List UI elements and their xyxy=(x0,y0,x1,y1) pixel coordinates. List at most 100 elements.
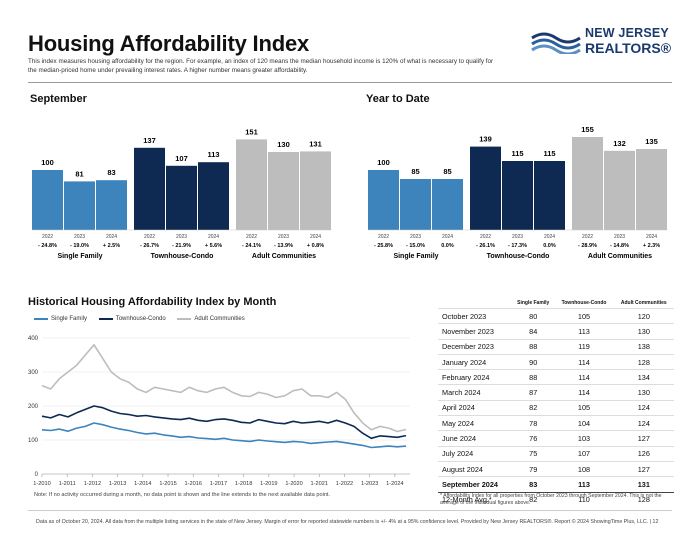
ytd-bar-2-2 xyxy=(636,149,667,230)
x-tick-label: 1-2020 xyxy=(285,481,302,487)
historical-chart-title: Historical Housing Affordability Index b… xyxy=(28,296,277,308)
col-header-ac: Adult Communities xyxy=(620,300,667,306)
ytd-year-label: 2023 xyxy=(410,234,421,240)
table-row: June 2024 76 103 127 xyxy=(438,430,674,447)
row-label: March 2024 xyxy=(438,384,512,401)
ytd-change-label: - 28.9% xyxy=(578,243,597,249)
ytd-year-label: 2022 xyxy=(480,234,491,240)
sep-year-label: 2022 xyxy=(144,234,155,240)
x-tick-label: 1-2014 xyxy=(134,481,151,487)
row-label: October 2023 xyxy=(438,307,512,324)
cell-value: 130 xyxy=(613,323,674,340)
row-label: July 2024 xyxy=(438,445,512,462)
y-tick-label: 200 xyxy=(28,404,39,410)
y-tick-label: 100 xyxy=(28,438,39,444)
cell-value: 127 xyxy=(613,430,674,447)
sep-year-label: 2022 xyxy=(246,234,257,240)
x-tick-label: 1-2018 xyxy=(235,481,252,487)
sep-change-label: + 0.8% xyxy=(307,243,324,249)
ytd-bar-label: 115 xyxy=(543,149,555,158)
ytd-change-label: 0.0% xyxy=(441,243,454,249)
cell-value: 104 xyxy=(554,415,614,431)
sep-group-label: Adult Communities xyxy=(252,253,316,260)
footer-text: Data as of October 20, 2024. All data fr… xyxy=(36,519,659,525)
sep-year-label: 2023 xyxy=(74,234,85,240)
sep-change-label: - 13.9% xyxy=(274,243,293,249)
row-label: May 2024 xyxy=(438,415,512,431)
ytd-change-label: + 2.3% xyxy=(643,243,660,249)
ytd-bar-0-2 xyxy=(432,179,463,230)
footer-divider xyxy=(28,510,672,511)
row-label: 12-Month Avg.* xyxy=(438,491,512,507)
ytd-year-label: 2022 xyxy=(378,234,389,240)
september-bar-chart: 100 2022 - 24.8% 81 2023 - 19.0% 83 2024 + 2.5%S… xyxy=(32,127,332,260)
sep-bar-1-2 xyxy=(198,162,229,230)
cell-value: 114 xyxy=(554,369,614,385)
sep-bar-label: 100 xyxy=(41,158,54,167)
table-row: July 2024 75 107 126 xyxy=(438,445,674,462)
ytd-change-label: - 15.0% xyxy=(406,243,425,249)
cell-value: 131 xyxy=(613,476,674,493)
x-tick-label: 1-2011 xyxy=(59,481,76,487)
cell-value: 128 xyxy=(613,353,674,370)
ytd-bar-label: 139 xyxy=(479,135,492,144)
affordability-table: Single Family Townhouse-Condo Adult Comm… xyxy=(438,298,674,507)
sep-change-label: + 5.6% xyxy=(205,243,222,249)
row-label: December 2023 xyxy=(438,338,512,355)
ytd-bar-2-0 xyxy=(572,137,603,230)
legend-townhouse: Townhouse-Condo xyxy=(98,316,166,322)
september-title: September xyxy=(30,93,87,105)
sep-bar-0-2 xyxy=(96,180,127,230)
row-label: June 2024 xyxy=(438,430,512,447)
cell-value: 76 xyxy=(512,430,555,447)
sep-bar-label: 107 xyxy=(175,154,188,163)
row-label: September 2024 xyxy=(438,476,512,493)
legend-single-family: Single Family xyxy=(34,316,87,322)
x-tick-label: 1-2013 xyxy=(109,481,126,487)
x-tick-label: 1-2021 xyxy=(311,481,328,487)
x-tick-label: 1-2019 xyxy=(260,481,277,487)
series-line-2 xyxy=(41,344,407,433)
sep-bar-1-0 xyxy=(134,147,165,230)
logo-line2: REALTORS® xyxy=(585,40,672,56)
cell-value: 128 xyxy=(613,491,674,507)
ytd-group-label: Single Family xyxy=(393,253,438,260)
cell-value: 105 xyxy=(554,307,614,324)
col-header-tc: Townhouse-Condo xyxy=(561,300,607,306)
sep-year-label: 2022 xyxy=(42,234,53,240)
table-row: October 2023 80 105 120 xyxy=(438,307,674,324)
cell-value: 108 xyxy=(554,460,614,477)
series-line-1 xyxy=(41,405,407,440)
cell-value: 83 xyxy=(512,476,555,493)
y-tick-label: 300 xyxy=(28,370,39,376)
table-row: August 2024 79 108 127 xyxy=(438,460,674,477)
ytd-bar-label: 135 xyxy=(645,137,658,146)
sep-year-label: 2024 xyxy=(208,234,219,240)
sep-bar-2-0 xyxy=(236,139,267,230)
ytd-year-label: 2024 xyxy=(442,234,453,240)
ytd-change-label: - 25.8% xyxy=(374,243,393,249)
ytd-change-label: - 26.1% xyxy=(476,243,495,249)
ytd-bar-label: 85 xyxy=(443,167,451,176)
sep-year-label: 2023 xyxy=(278,234,289,240)
ytd-change-label: 0.0% xyxy=(543,243,556,249)
sep-bar-label: 151 xyxy=(245,127,258,136)
series-line-0 xyxy=(41,422,407,449)
cell-value: 127 xyxy=(613,460,674,477)
cell-value: 90 xyxy=(512,353,555,370)
table-row: January 2024 90 114 128 xyxy=(438,353,674,370)
table-row: September 2024 83 113 131 xyxy=(438,476,674,493)
legend-adult: Adult Communities xyxy=(177,316,245,322)
cell-value: 114 xyxy=(554,353,614,370)
table-row: November 2023 84 113 130 xyxy=(438,323,674,340)
x-tick-label: 1-2023 xyxy=(361,481,378,487)
x-tick-label: 1-2017 xyxy=(210,481,227,487)
row-label: August 2024 xyxy=(438,460,512,477)
ytd-title: Year to Date xyxy=(366,93,430,105)
cell-value: 88 xyxy=(512,338,555,355)
table-row: 12-Month Avg.* 82 110 128 xyxy=(438,491,674,507)
cell-value: 103 xyxy=(554,430,614,447)
ytd-bar-label: 115 xyxy=(511,149,523,158)
ytd-bar-label: 85 xyxy=(411,167,419,176)
